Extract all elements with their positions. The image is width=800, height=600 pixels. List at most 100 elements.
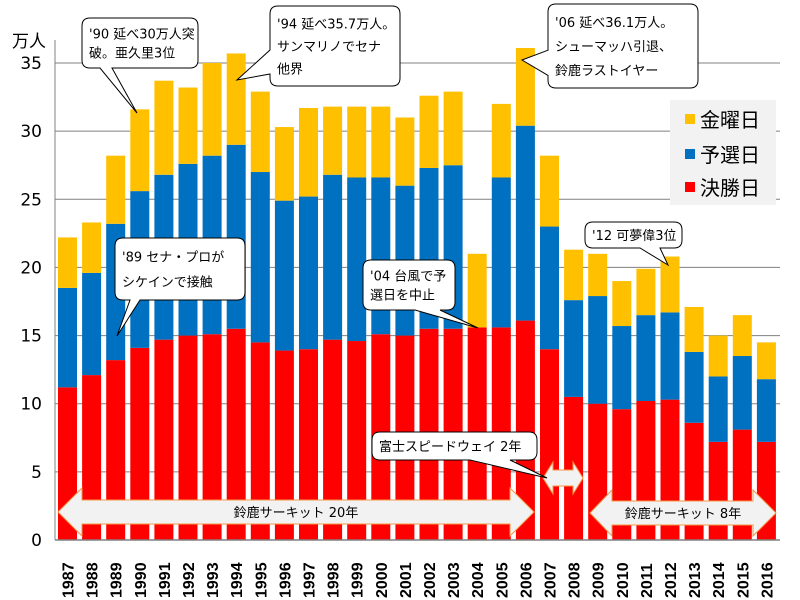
callout-text: サンマリノでセナ xyxy=(277,40,381,55)
y-tick-label: 20 xyxy=(20,258,42,278)
period-arrow-suzuka-20: 鈴鹿サーキット 20年 xyxy=(57,486,535,538)
bar-segment-2007-0 xyxy=(540,349,559,540)
legend-swatch-qualifying xyxy=(685,149,695,159)
bar-segment-1999-2 xyxy=(347,106,367,178)
y-tick-label: 10 xyxy=(20,395,42,415)
y-tick-label: 35 xyxy=(20,54,42,74)
x-tick-label: 1993 xyxy=(205,562,222,598)
bar-segment-1999-1 xyxy=(347,177,367,342)
x-tick-label: 1996 xyxy=(277,562,294,598)
bar-segment-1990-0 xyxy=(130,347,150,540)
callout-text: '04 台風で予 xyxy=(370,270,446,285)
x-tick-label: 1987 xyxy=(61,562,78,598)
bar-segment-2005-2 xyxy=(491,103,511,178)
bar-segment-1998-1 xyxy=(323,174,343,340)
bar-segment-2004-2 xyxy=(467,253,487,328)
bar-segment-2015-2 xyxy=(732,315,752,357)
callout-text: 選日を中止 xyxy=(370,289,435,304)
x-tick-label: 2012 xyxy=(663,562,680,598)
bar-segment-1993-0 xyxy=(202,334,222,540)
x-tick-label: 2000 xyxy=(374,562,391,598)
x-tick-label: 1988 xyxy=(85,562,102,598)
bar-segment-2008-2 xyxy=(564,249,584,301)
callout-text: シケインで接触 xyxy=(122,275,213,291)
bar-segment-1997-1 xyxy=(299,196,318,350)
x-tick-label: 1990 xyxy=(133,562,150,598)
bar-segment-1998-0 xyxy=(323,339,343,540)
bar-segment-1990-2 xyxy=(130,109,150,192)
legend: 金曜日 予選日 決勝日 xyxy=(670,100,776,205)
x-tick-label: 2010 xyxy=(615,562,632,598)
callout-2: '06 延べ36.1万人。シューマッハ引退、鈴鹿ラストイヤー xyxy=(520,3,699,89)
y-tick-label: 0 xyxy=(31,531,42,551)
bar-segment-2006-1 xyxy=(515,125,535,321)
x-tick-label: 2011 xyxy=(639,563,656,598)
bar-segment-1999-0 xyxy=(347,341,367,540)
bar-segment-2014-2 xyxy=(708,335,728,377)
x-tick-label: 1989 xyxy=(109,562,126,598)
bar-segment-1995-1 xyxy=(250,172,270,343)
x-tick-label: 2005 xyxy=(494,562,511,598)
bar-segment-1988-1 xyxy=(82,272,102,376)
bar-segment-1994-0 xyxy=(226,328,246,540)
y-tick-label: 25 xyxy=(20,190,42,210)
x-axis-ticks: 1987 1988 1989 1990 1991 1992 1993 1994 1995 1996… xyxy=(61,562,777,598)
bar-segment-1991-2 xyxy=(154,80,174,175)
bar-segment-1995-0 xyxy=(250,342,270,540)
callout-text: '12 可夢偉3位 xyxy=(592,229,677,244)
bar-segment-1997-0 xyxy=(299,349,318,540)
x-tick-label: 2016 xyxy=(759,562,776,598)
bar-segment-2008-1 xyxy=(564,300,584,397)
x-tick-label: 1998 xyxy=(326,562,343,598)
bar-segment-1993-2 xyxy=(202,63,222,156)
x-tick-label: 1999 xyxy=(350,562,367,598)
y-tick-label: 30 xyxy=(20,122,42,142)
bar-segment-2006-2 xyxy=(515,48,535,126)
x-tick-label: 1997 xyxy=(302,562,319,598)
legend-swatch-race xyxy=(685,182,695,192)
bar-segment-2000-2 xyxy=(371,106,391,178)
legend-swatch-friday xyxy=(685,114,695,124)
period-label: 鈴鹿サーキット 8年 xyxy=(625,506,741,522)
bar-segment-1989-2 xyxy=(106,155,126,224)
x-tick-label: 2008 xyxy=(567,562,584,598)
bar-segment-2006-0 xyxy=(515,320,535,540)
bar-segment-1996-1 xyxy=(274,200,294,351)
bar-segment-2012-1 xyxy=(660,312,680,400)
callout-6: '12 可夢偉3位 xyxy=(584,221,683,267)
bar-segment-2013-1 xyxy=(684,351,704,423)
x-tick-label: 1994 xyxy=(229,562,246,598)
x-tick-label: 2014 xyxy=(711,562,728,598)
callout-text: 他界 xyxy=(277,63,303,78)
bar-segment-2009-1 xyxy=(588,296,608,404)
bar-segment-1992-0 xyxy=(178,335,198,540)
x-tick-label: 1995 xyxy=(253,562,270,598)
x-tick-label: 2015 xyxy=(735,562,752,598)
callout-text: 破。亜久里3位 xyxy=(89,47,175,62)
bar-segment-1995-2 xyxy=(250,91,270,173)
bar-segment-2001-2 xyxy=(395,117,415,186)
bar-segment-2013-2 xyxy=(684,306,704,352)
x-tick-label: 1992 xyxy=(181,562,198,598)
x-tick-label: 2009 xyxy=(591,562,608,598)
bar-segment-2007-2 xyxy=(540,155,559,227)
bar-segment-1994-1 xyxy=(226,144,246,329)
x-tick-label: 2006 xyxy=(518,562,535,598)
callout-5: 富士スピードウェイ 2年 xyxy=(371,431,548,479)
bar-segment-2005-1 xyxy=(491,177,511,328)
bar-segment-2011-1 xyxy=(636,315,656,401)
bar-segment-1998-2 xyxy=(323,106,343,175)
callout-text: '94 延べ35.7万人。 xyxy=(277,17,395,32)
bar-segment-2003-2 xyxy=(443,91,463,166)
bar-segment-2016-2 xyxy=(756,342,776,380)
bar-segment-1994-2 xyxy=(226,53,246,145)
bar-segment-2012-2 xyxy=(660,256,680,313)
y-tick-label: 5 xyxy=(31,463,42,483)
y-axis-unit-label: 万人 xyxy=(12,32,46,52)
legend-label-friday: 金曜日 xyxy=(700,108,760,132)
bar-segment-1987-1 xyxy=(58,287,77,388)
period-label: 鈴鹿サーキット 20年 xyxy=(234,505,359,521)
legend-label-qualifying: 予選日 xyxy=(700,143,760,167)
